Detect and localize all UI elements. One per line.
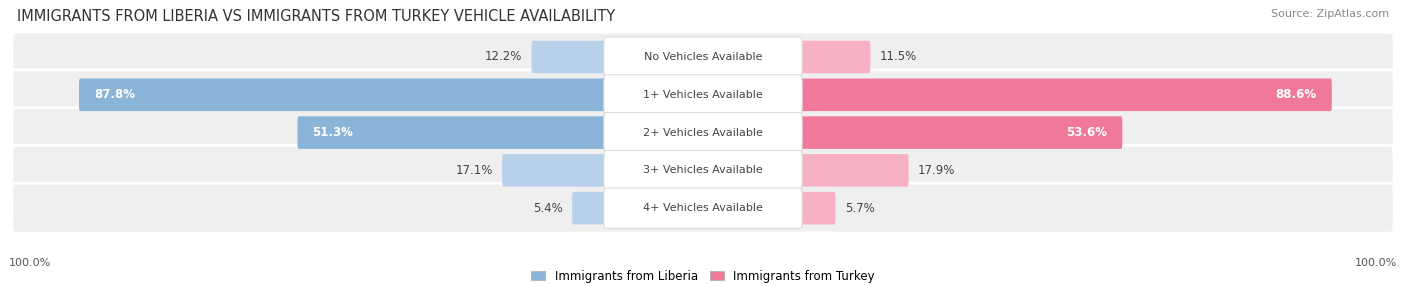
Text: IMMIGRANTS FROM LIBERIA VS IMMIGRANTS FROM TURKEY VEHICLE AVAILABILITY: IMMIGRANTS FROM LIBERIA VS IMMIGRANTS FR… <box>17 9 614 23</box>
Text: 17.1%: 17.1% <box>456 164 492 177</box>
FancyBboxPatch shape <box>800 116 1122 149</box>
Legend: Immigrants from Liberia, Immigrants from Turkey: Immigrants from Liberia, Immigrants from… <box>531 270 875 283</box>
Text: 17.9%: 17.9% <box>918 164 956 177</box>
FancyBboxPatch shape <box>603 37 803 77</box>
FancyBboxPatch shape <box>603 112 803 153</box>
FancyBboxPatch shape <box>800 79 1331 111</box>
Text: 1+ Vehicles Available: 1+ Vehicles Available <box>643 90 763 100</box>
Text: 3+ Vehicles Available: 3+ Vehicles Available <box>643 165 763 175</box>
FancyBboxPatch shape <box>800 154 908 187</box>
FancyBboxPatch shape <box>11 145 1395 195</box>
Text: Source: ZipAtlas.com: Source: ZipAtlas.com <box>1271 9 1389 19</box>
FancyBboxPatch shape <box>11 108 1395 158</box>
FancyBboxPatch shape <box>572 192 606 225</box>
FancyBboxPatch shape <box>11 183 1395 233</box>
FancyBboxPatch shape <box>603 75 803 115</box>
FancyBboxPatch shape <box>800 192 835 225</box>
FancyBboxPatch shape <box>11 70 1395 120</box>
Text: 51.3%: 51.3% <box>312 126 353 139</box>
Text: 5.7%: 5.7% <box>845 202 875 215</box>
Text: 100.0%: 100.0% <box>8 258 51 268</box>
FancyBboxPatch shape <box>800 41 870 73</box>
Text: 4+ Vehicles Available: 4+ Vehicles Available <box>643 203 763 213</box>
Text: 100.0%: 100.0% <box>1355 258 1398 268</box>
Text: No Vehicles Available: No Vehicles Available <box>644 52 762 62</box>
FancyBboxPatch shape <box>603 188 803 228</box>
FancyBboxPatch shape <box>603 150 803 190</box>
Text: 87.8%: 87.8% <box>94 88 135 101</box>
Text: 53.6%: 53.6% <box>1066 126 1108 139</box>
Text: 12.2%: 12.2% <box>485 51 522 63</box>
FancyBboxPatch shape <box>79 79 606 111</box>
FancyBboxPatch shape <box>531 41 606 73</box>
Text: 5.4%: 5.4% <box>533 202 562 215</box>
Text: 2+ Vehicles Available: 2+ Vehicles Available <box>643 128 763 138</box>
FancyBboxPatch shape <box>298 116 606 149</box>
Text: 88.6%: 88.6% <box>1275 88 1317 101</box>
Text: 11.5%: 11.5% <box>880 51 917 63</box>
FancyBboxPatch shape <box>11 32 1395 82</box>
FancyBboxPatch shape <box>502 154 606 187</box>
